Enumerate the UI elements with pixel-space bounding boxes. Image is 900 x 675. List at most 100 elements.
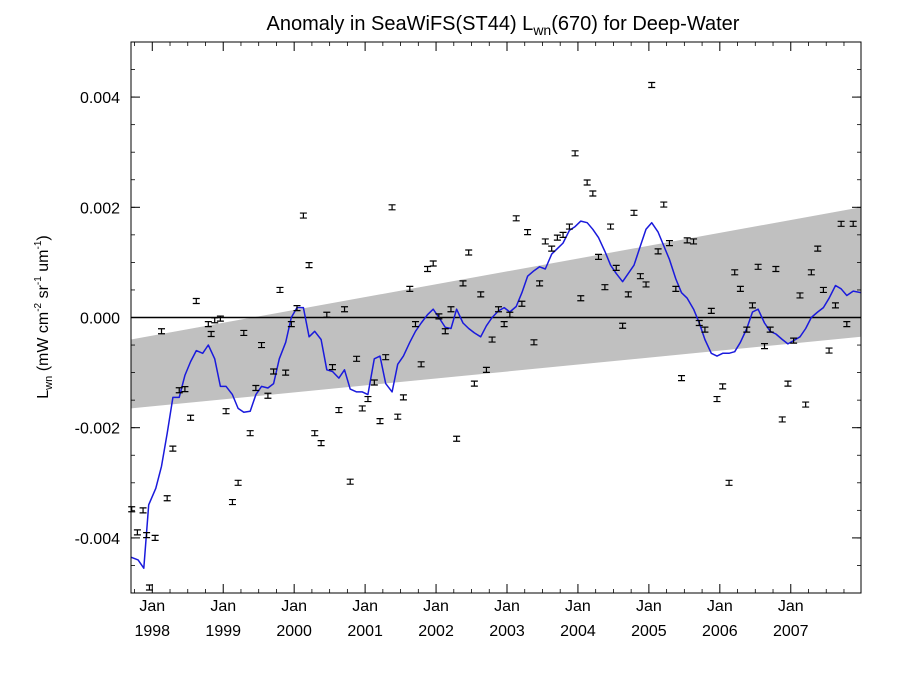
data-point-errorbar: [139, 507, 147, 514]
data-point: [648, 81, 656, 89]
data-point: [690, 238, 698, 245]
data-point-errorbar: [713, 395, 721, 403]
data-point-errorbar: [819, 286, 827, 294]
data-point: [825, 347, 833, 354]
data-point: [133, 529, 141, 536]
data-point-errorbar: [731, 269, 739, 276]
data-point: [429, 260, 437, 267]
data-point: [394, 413, 402, 420]
data-point: [477, 291, 485, 298]
data-point-errorbar: [394, 413, 402, 420]
data-point-errorbar: [536, 280, 544, 287]
data-point-errorbar: [470, 380, 478, 387]
data-point-errorbar: [388, 204, 396, 211]
data-point-errorbar: [163, 495, 171, 502]
x-tick-label-year: 2000: [276, 623, 312, 640]
data-point: [512, 215, 520, 222]
data-point: [814, 245, 822, 252]
data-point-errorbar: [725, 479, 733, 486]
data-point-errorbar: [240, 329, 248, 337]
data-point: [559, 231, 567, 238]
data-point: [299, 212, 307, 219]
data-point-errorbar: [601, 284, 609, 291]
data-point-errorbar: [293, 305, 301, 312]
data-point-errorbar: [589, 190, 597, 197]
data-point: [713, 395, 721, 403]
data-point-errorbar: [524, 228, 532, 236]
data-point: [642, 281, 650, 288]
data-point-errorbar: [843, 321, 851, 328]
data-point-errorbar: [169, 445, 177, 452]
data-point: [701, 326, 709, 333]
x-tick-label-year: 2005: [631, 623, 667, 640]
data-point: [707, 307, 715, 314]
data-point: [234, 479, 242, 486]
data-point-errorbar: [453, 435, 461, 442]
data-point-errorbar: [690, 238, 698, 245]
data-point: [323, 311, 331, 318]
data-point: [754, 263, 762, 270]
data-point-errorbar: [790, 337, 798, 344]
data-point-errorbar: [305, 262, 313, 269]
data-point: [849, 220, 857, 227]
data-point-errorbar: [548, 245, 556, 252]
data-point-errorbar: [399, 394, 407, 401]
x-tick-label-month: Jan: [778, 598, 804, 615]
data-point: [258, 341, 266, 349]
data-point: [453, 435, 461, 442]
data-point: [222, 408, 230, 415]
data-point-errorbar: [660, 201, 668, 208]
data-point: [630, 209, 638, 216]
data-point: [843, 321, 851, 328]
x-tick-label-month: Jan: [636, 598, 662, 615]
data-point: [488, 336, 496, 343]
y-tick-label: 0.004: [80, 90, 120, 107]
data-point: [435, 313, 443, 320]
data-point-errorbar: [417, 361, 425, 368]
data-point: [370, 379, 378, 386]
x-tick-label-month: Jan: [707, 598, 733, 615]
trend-confidence-band: [131, 207, 861, 409]
data-point-errorbar: [648, 81, 656, 89]
data-point: [240, 329, 248, 337]
data-point-errorbar: [353, 355, 361, 362]
data-point: [151, 534, 159, 541]
x-tick-label-month: Jan: [210, 598, 236, 615]
data-point: [678, 375, 686, 382]
data-point: [565, 223, 573, 230]
data-point-errorbar: [642, 281, 650, 288]
data-point-errorbar: [607, 223, 615, 230]
data-point: [761, 343, 769, 350]
data-point: [571, 150, 579, 157]
smoothed-anomaly-line: [130, 220, 862, 569]
data-point-errorbar: [796, 292, 804, 299]
data-point-errorbar: [553, 234, 561, 241]
data-point: [376, 417, 384, 425]
data-point-errorbar: [216, 315, 224, 322]
x-tick-label-year: 2001: [347, 623, 383, 640]
data-point-errorbar: [559, 231, 567, 238]
data-point: [819, 286, 827, 294]
x-tick-label-month: Jan: [139, 598, 165, 615]
data-point: [317, 440, 325, 447]
data-point: [831, 302, 839, 309]
data-point: [548, 245, 556, 252]
data-point-errorbar: [512, 215, 520, 222]
data-point: [837, 220, 845, 227]
data-point: [204, 321, 212, 328]
data-point: [796, 292, 804, 299]
data-point-errorbar: [761, 343, 769, 350]
data-point: [725, 479, 733, 486]
data-point: [246, 430, 254, 437]
data-point-errorbar: [276, 286, 284, 294]
data-point-errorbar: [814, 245, 822, 252]
data-point: [482, 366, 490, 373]
data-point: [163, 495, 171, 502]
data-point-errorbar: [234, 479, 242, 486]
data-point-errorbar: [849, 220, 857, 227]
data-point-errorbar: [341, 306, 349, 313]
data-point-errorbar: [500, 321, 508, 328]
data-point: [695, 319, 703, 327]
data-point-errorbar: [151, 534, 159, 541]
